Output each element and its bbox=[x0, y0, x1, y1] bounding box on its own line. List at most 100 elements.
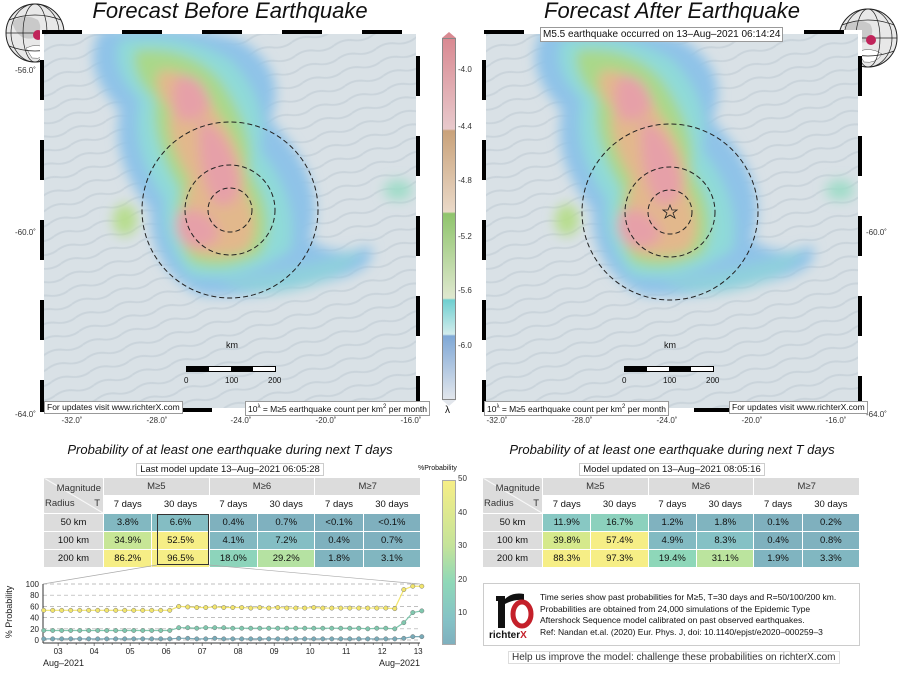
left-updates-note[interactable]: For updates visit www.richterX.com bbox=[44, 401, 183, 414]
y-axis-label: % Probability bbox=[4, 585, 14, 638]
data-point bbox=[221, 625, 227, 631]
radius-50km-circle bbox=[207, 187, 253, 233]
data-point bbox=[311, 605, 317, 610]
data-point bbox=[149, 628, 155, 633]
lon-label: -16.0˚ bbox=[825, 416, 847, 425]
probability-cell: 16.7% bbox=[590, 513, 649, 532]
right-prob-title: Probability of at least one earthquake d… bbox=[509, 442, 835, 457]
probability-cell: 0.7% bbox=[362, 531, 422, 550]
data-point bbox=[86, 628, 92, 633]
note-text: 2 bbox=[622, 404, 626, 410]
x-label-right: Aug–2021 bbox=[379, 658, 420, 668]
data-point bbox=[104, 607, 110, 613]
corner-radius-label: Radius bbox=[45, 497, 75, 509]
data-point bbox=[77, 636, 83, 642]
data-point bbox=[140, 636, 146, 642]
probability-cell: 1.8% bbox=[696, 513, 755, 532]
lon-label: -28.0˚ bbox=[571, 416, 593, 425]
probability-time-series-chart: 0 20 40 60 80 100 03 04 05 06 07 08 09 10 11 12 13 Aug–20… bbox=[4, 564, 425, 668]
richterx-logo-text: richterX bbox=[489, 630, 527, 642]
y-tick-label: 40 bbox=[30, 614, 39, 623]
scale-label: 100 bbox=[663, 376, 677, 385]
probability-cell: 1.8% bbox=[314, 549, 364, 568]
lon-label: -20.0˚ bbox=[741, 416, 763, 425]
data-point bbox=[320, 605, 326, 611]
prob-colorbar-label: %Probability bbox=[418, 465, 457, 472]
right-forecast-map[interactable] bbox=[482, 30, 862, 412]
data-point bbox=[176, 625, 182, 631]
data-point bbox=[140, 628, 146, 633]
data-point bbox=[203, 605, 209, 610]
probability-cell: 8.3% bbox=[696, 531, 755, 550]
help-link[interactable]: Help us improve the model: challenge the… bbox=[508, 651, 840, 664]
data-point bbox=[320, 625, 326, 631]
x-tick-label: 10 bbox=[306, 647, 315, 656]
table-row: 50 km 3.8% 6.6% 0.4% 0.7% <0.1% <0.1% bbox=[43, 513, 422, 532]
right-updates-note[interactable]: For updates visit www.richterX.com bbox=[729, 401, 868, 414]
data-point bbox=[338, 625, 344, 631]
data-point bbox=[302, 605, 308, 611]
info-box: richterX Time series show past probabili… bbox=[483, 583, 860, 646]
right-lambda-note: 10λ = M≥5 earthquake count per km2 per m… bbox=[484, 401, 670, 416]
probability-cell: 4.9% bbox=[647, 531, 698, 550]
colorbar-min-arrow-icon bbox=[442, 400, 456, 406]
event-note: M5.5 earthquake occurred on 13–Aug–2021 … bbox=[540, 27, 784, 42]
data-point bbox=[203, 636, 209, 642]
data-point bbox=[347, 636, 353, 642]
radius-200km-circle bbox=[141, 121, 319, 299]
data-point bbox=[401, 620, 407, 626]
left-forecast-map[interactable] bbox=[40, 30, 420, 412]
info-line: Time series show past probabilities for … bbox=[540, 592, 837, 602]
data-point bbox=[356, 605, 362, 611]
data-point bbox=[257, 625, 263, 631]
lambda-tick: -4.4 bbox=[458, 122, 472, 131]
probability-cell: 7.2% bbox=[257, 531, 316, 550]
data-point bbox=[50, 636, 56, 642]
data-point bbox=[293, 605, 299, 611]
lambda-tick: -6.0 bbox=[458, 341, 472, 350]
data-point bbox=[365, 626, 371, 632]
data-point bbox=[131, 636, 137, 642]
data-point bbox=[95, 607, 101, 613]
scale-label: 200 bbox=[706, 376, 720, 385]
data-point bbox=[95, 628, 101, 633]
data-point bbox=[338, 605, 344, 611]
probability-cell: 0.2% bbox=[801, 513, 861, 532]
left-model-update: Last model update 13–Aug–2021 06:05:28 bbox=[136, 463, 324, 476]
note-text: = M≥5 earthquake count per km bbox=[260, 403, 384, 414]
data-point bbox=[230, 625, 236, 631]
data-point bbox=[347, 605, 353, 611]
period-header: 7 days bbox=[102, 495, 153, 514]
right-scale-unit: km bbox=[664, 340, 676, 350]
data-point bbox=[41, 628, 47, 633]
right-map-title: Forecast After Earthquake bbox=[544, 0, 800, 23]
data-point bbox=[410, 634, 416, 640]
lon-label: -24.0˚ bbox=[656, 416, 678, 425]
data-point bbox=[365, 636, 371, 642]
note-text: 10 bbox=[487, 403, 497, 414]
lambda-colorbar bbox=[442, 38, 456, 400]
data-point bbox=[158, 607, 164, 613]
radius-label: 50 km bbox=[482, 513, 543, 532]
table-row: 200 km 88.3% 97.3% 19.4% 31.1% 1.9% 3.3% bbox=[482, 549, 861, 568]
map-raster bbox=[482, 30, 862, 412]
note-text: λ bbox=[496, 404, 500, 410]
corner-t-label: T bbox=[94, 497, 100, 509]
data-point bbox=[50, 628, 56, 633]
info-line: Probabilities are obtained from 24,000 s… bbox=[540, 603, 811, 614]
data-point bbox=[356, 625, 362, 631]
data-point bbox=[320, 636, 326, 642]
scale-label: 200 bbox=[268, 376, 282, 385]
lat-label: -64.0˚ bbox=[15, 410, 36, 419]
data-point bbox=[392, 636, 398, 642]
period-header: 30 days bbox=[151, 495, 210, 514]
radius-200km-circle bbox=[581, 123, 759, 301]
probability-cell: 0.4% bbox=[208, 513, 259, 532]
lambda-label: λ bbox=[445, 405, 450, 416]
data-point bbox=[194, 636, 200, 642]
left-scale-bar bbox=[186, 366, 276, 372]
probability-cell: 3.8% bbox=[102, 513, 153, 532]
data-point bbox=[410, 610, 416, 616]
lambda-tick: -4.8 bbox=[458, 176, 472, 185]
data-point bbox=[275, 625, 281, 631]
